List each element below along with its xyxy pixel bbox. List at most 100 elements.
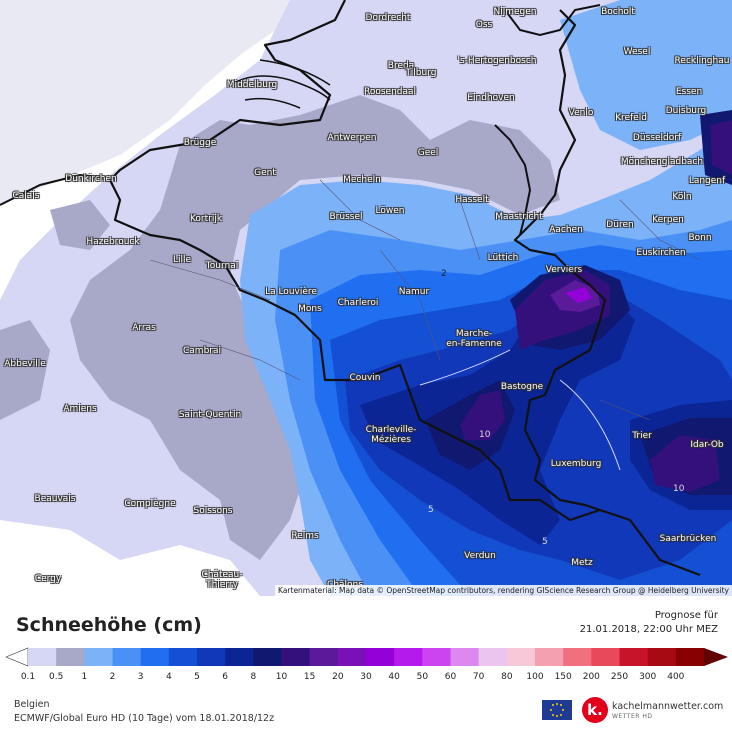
scale-tick-label: 300 — [639, 672, 657, 682]
city-label: Nijmegen — [493, 7, 537, 17]
snow-band-10-east — [650, 435, 720, 492]
contour-line — [419, 349, 511, 386]
city-label: Kortrijk — [189, 214, 223, 224]
city-label: Hasselt — [455, 195, 489, 205]
city-label: Bocholt — [601, 7, 635, 17]
snow-band-10-south — [460, 390, 505, 440]
city-label: Gent — [254, 168, 276, 178]
city-label: Brüssel — [329, 212, 363, 222]
city-label: Soissons — [193, 506, 233, 516]
city-label: Verviers — [545, 265, 583, 275]
scale-tick-label: 250 — [610, 672, 629, 682]
country-border-east — [513, 9, 607, 512]
contour-line — [559, 379, 621, 471]
city-label: Recklinghau — [674, 56, 730, 66]
city-label: Compiègne — [124, 499, 176, 509]
city-label: Marche- en-Famenne — [446, 329, 502, 349]
city-label: Duisburg — [665, 106, 707, 116]
city-label: Geel — [417, 148, 439, 158]
scale-swatch — [563, 648, 592, 666]
country-border-nl-de — [504, 4, 601, 37]
legend-panel: Schneehöhe (cm) Prognose für 21.01.2018,… — [0, 596, 732, 732]
city-label: Metz — [571, 558, 593, 568]
legend-title: Schneehöhe (cm) — [16, 614, 202, 636]
city-label: Lille — [172, 255, 192, 265]
city-label: Köln — [672, 192, 692, 202]
scale-swatch — [675, 648, 705, 666]
city-label: Dünkirchen — [65, 174, 117, 184]
city-label: Cambrai — [183, 346, 221, 356]
scale-swatch — [168, 648, 198, 666]
city-label: Wesel — [623, 47, 651, 57]
city-label: Tilburg — [405, 68, 437, 78]
scale-swatch — [647, 648, 677, 666]
scale-tick-label: 50 — [416, 672, 429, 682]
city-label: Eindhoven — [467, 93, 515, 103]
city-label: Bastogne — [500, 382, 544, 392]
snow-band-0.5-sw — [0, 320, 50, 420]
city-label: Trier — [632, 431, 652, 441]
city-label: Mons — [298, 304, 322, 314]
scale-tick-label: 70 — [472, 672, 485, 682]
scale-tick-label: 80 — [501, 672, 513, 682]
province-lines — [149, 179, 701, 421]
scale-swatch — [56, 648, 85, 666]
scale-swatch — [28, 648, 57, 666]
scale-swatch — [394, 648, 423, 666]
city-label: Abbeville — [4, 359, 46, 369]
contour-label: 10 — [673, 484, 685, 494]
country-border-nl-be — [494, 124, 532, 236]
scale-swatch — [112, 648, 142, 666]
scale-tick-label: 4 — [165, 672, 172, 682]
city-label: Breda — [387, 61, 415, 71]
scale-swatch — [450, 648, 480, 666]
scale-swatch — [225, 648, 254, 666]
scale-tick-label: 3 — [137, 672, 144, 682]
scale-tick-label: 15 — [303, 672, 316, 682]
scale-tick-label: 150 — [554, 672, 572, 682]
scale-tick-label: 100 — [526, 672, 544, 682]
city-label: Idar-Ob — [690, 440, 724, 450]
model-label: ECMWF/Global Euro HD (10 Tage) vom 18.01… — [14, 713, 275, 724]
city-label: Couvin — [349, 373, 381, 383]
city-label: Mecheln — [343, 175, 381, 185]
contour-label: 10 — [479, 430, 491, 440]
city-label: Charleroi — [337, 298, 379, 308]
brand-subtitle: WETTER HD — [612, 713, 653, 720]
scale-tick-label: 2 — [109, 672, 116, 682]
map-attribution: Kartenmaterial: Map data © OpenStreetMap… — [275, 585, 732, 596]
scale-tick-label: 0.1 — [20, 672, 36, 682]
city-label: Essen — [675, 87, 703, 97]
city-label: Düren — [606, 220, 634, 230]
city-label: Cergy — [34, 574, 62, 584]
snow-band-20 — [565, 287, 592, 303]
scale-tick-label: 200 — [582, 672, 600, 682]
coastline — [0, 173, 111, 206]
city-label: Euskirchen — [636, 248, 686, 258]
scale-tick-label: 60 — [444, 672, 457, 682]
scale-arrow-high — [704, 648, 728, 666]
city-label: Lüttich — [487, 253, 519, 263]
scale-swatch — [309, 648, 339, 666]
city-label: 's-Hertogenbosch — [457, 56, 537, 66]
city-label: Verdun — [464, 551, 496, 561]
forecast-date: 21.01.2018, 22:00 Uhr MEZ — [579, 624, 718, 635]
scale-swatch — [591, 648, 620, 666]
city-label: Tournai — [205, 261, 239, 271]
scale-tick-label: 0.5 — [48, 672, 64, 682]
city-label: Venlo — [568, 108, 594, 118]
scale-swatch — [619, 648, 649, 666]
city-label: Roosendaal — [363, 87, 417, 97]
scale-tick-label: 8 — [250, 672, 257, 682]
city-label: Reims — [291, 531, 319, 541]
city-label: Beauvais — [34, 494, 76, 504]
scale-arrow-low — [5, 647, 29, 667]
city-label: Hazebrouck — [86, 237, 140, 247]
city-label: Amiens — [63, 404, 97, 414]
scale-tick-label: 10 — [275, 672, 288, 682]
scale-tick-label: 400 — [667, 672, 685, 682]
city-label: Antwerpen — [327, 133, 377, 143]
contour-label: 5 — [542, 537, 548, 547]
city-label: Luxemburg — [550, 459, 602, 469]
scale-tick-label: 1 — [81, 672, 88, 682]
